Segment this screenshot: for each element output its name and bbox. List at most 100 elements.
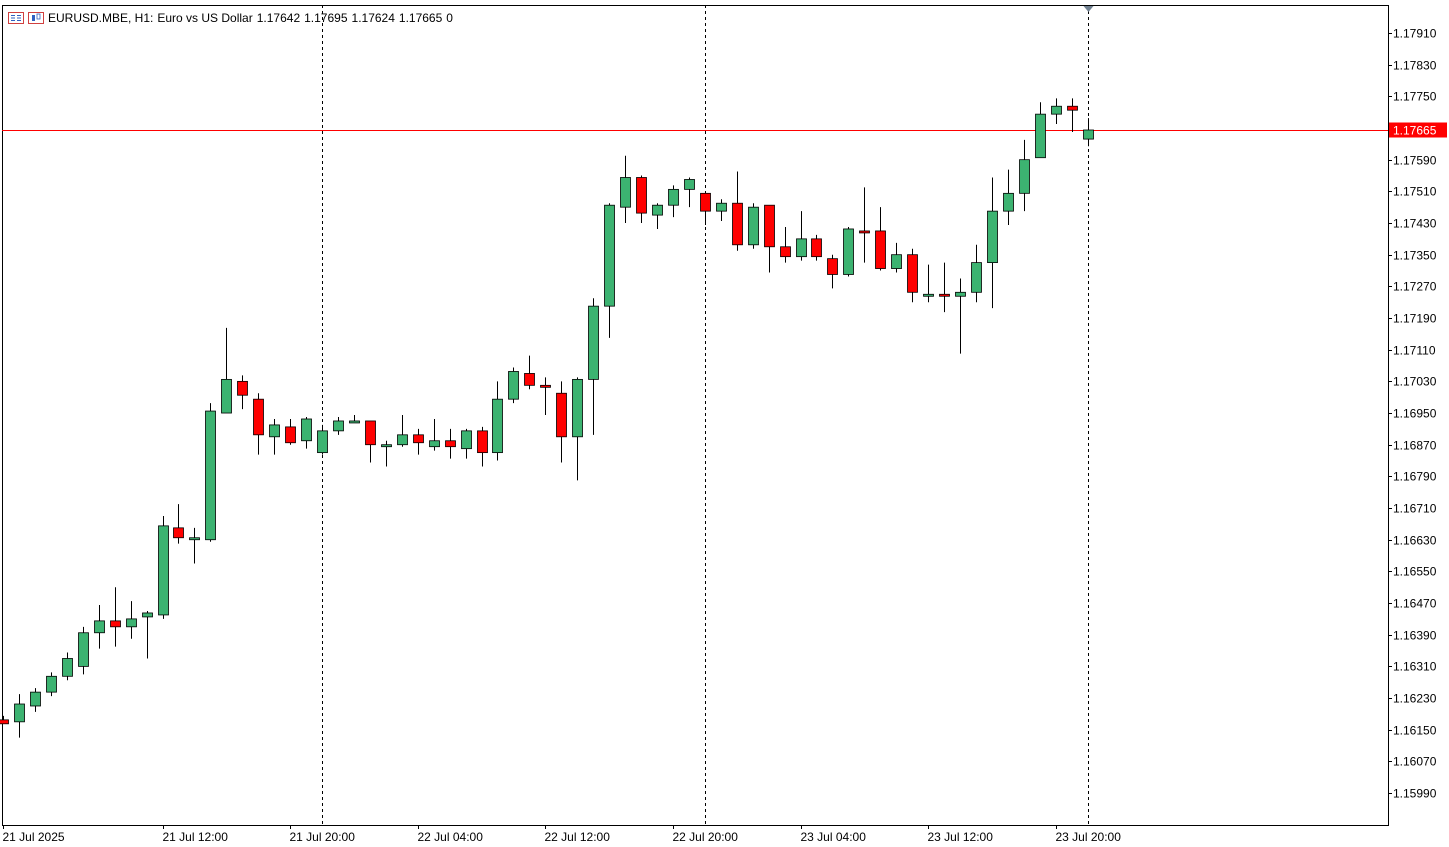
y-tick-label: 1.16950 [1393,407,1437,421]
candle[interactable] [923,264,934,303]
symbol-label: EURUSD.MBE, H1: [48,11,154,25]
candle[interactable] [365,420,376,463]
candle[interactable] [381,440,392,467]
candle[interactable] [843,226,854,277]
candle[interactable] [668,185,679,218]
candle[interactable] [891,242,902,273]
chart-properties-icon[interactable] [8,12,24,24]
candle[interactable] [0,715,9,725]
candle[interactable] [445,428,456,459]
candle[interactable] [508,367,519,404]
candle[interactable] [461,428,472,459]
candle[interactable] [1083,118,1094,147]
candles-icon[interactable] [28,12,44,24]
candle-body [907,254,918,293]
candle[interactable] [556,381,567,463]
candle-body [237,380,248,396]
candle[interactable] [78,626,89,675]
candle[interactable] [796,211,807,261]
candle[interactable] [158,515,169,619]
candle[interactable] [572,377,583,481]
candle[interactable] [540,377,551,416]
candle[interactable] [875,207,886,271]
candle[interactable] [429,418,440,451]
candle[interactable] [700,191,711,225]
candle[interactable] [780,226,791,263]
candle[interactable] [397,415,408,447]
candle[interactable] [94,605,105,649]
candle[interactable] [827,254,838,289]
current-price-label: 1.17665 [1393,124,1437,138]
candle[interactable] [285,418,296,445]
x-tick-label: 22 Jul 04:00 [418,830,484,844]
candle[interactable] [142,610,153,659]
candle-body [971,262,982,293]
candle[interactable] [205,403,216,542]
candle[interactable] [524,355,535,390]
candle[interactable] [189,527,200,564]
y-tick-label: 1.17190 [1393,312,1437,326]
candle[interactable] [684,177,695,208]
candle-body [700,192,711,212]
candle[interactable] [173,504,184,544]
candle[interactable] [269,418,280,455]
candle[interactable] [110,587,121,647]
candle-body [636,177,647,214]
candle-body [221,378,232,414]
candle[interactable] [732,171,743,251]
candle[interactable] [588,298,599,435]
candle[interactable] [477,426,488,467]
candle[interactable] [764,204,775,273]
candle[interactable] [126,601,137,639]
candle[interactable] [636,175,647,224]
candle[interactable] [1035,102,1046,159]
candle[interactable] [317,424,328,455]
candle[interactable] [492,381,503,461]
candle[interactable] [62,652,73,681]
candle[interactable] [955,278,966,354]
candle[interactable] [1067,98,1078,132]
x-tick-label: 23 Jul 04:00 [801,830,867,844]
candle[interactable] [907,248,918,303]
candle[interactable] [301,416,312,449]
candle-body [620,177,631,208]
candle-body [62,658,73,677]
candle[interactable] [987,177,998,309]
candle[interactable] [30,688,41,712]
volume-value: 0 [446,11,453,25]
candle[interactable] [1019,139,1030,212]
candle[interactable] [859,187,870,263]
candle[interactable] [46,672,57,697]
candle[interactable] [971,244,982,303]
candle[interactable] [604,203,615,338]
y-tick-label: 1.17910 [1393,27,1437,41]
candle-body [429,440,440,448]
candle[interactable] [1003,169,1014,225]
candle[interactable] [349,415,360,424]
low-value: 1.17624 [351,11,395,25]
candle-body [556,392,567,438]
candle[interactable] [237,375,248,410]
candle[interactable] [253,393,264,455]
candle[interactable] [333,416,344,435]
candle[interactable] [811,234,822,261]
candle[interactable] [652,203,663,229]
candle[interactable] [716,199,727,222]
y-tick-label: 1.17510 [1393,185,1437,199]
candle[interactable] [1051,98,1062,125]
x-tick-label: 22 Jul 12:00 [545,830,611,844]
chart-header: EURUSD.MBE, H1: Euro vs US Dollar 1.1764… [8,10,457,26]
candle[interactable] [221,327,232,414]
open-value: 1.17642 [256,11,301,25]
candle[interactable] [14,694,25,738]
candle[interactable] [939,262,950,313]
y-tick-label: 1.16710 [1393,502,1437,516]
chart-shift-marker[interactable] [1083,6,1094,12]
candle[interactable] [413,428,424,455]
candle[interactable] [748,203,759,249]
candle[interactable] [620,155,631,224]
candle-body [477,430,488,454]
candle-body [189,537,200,541]
candle-body [381,444,392,448]
